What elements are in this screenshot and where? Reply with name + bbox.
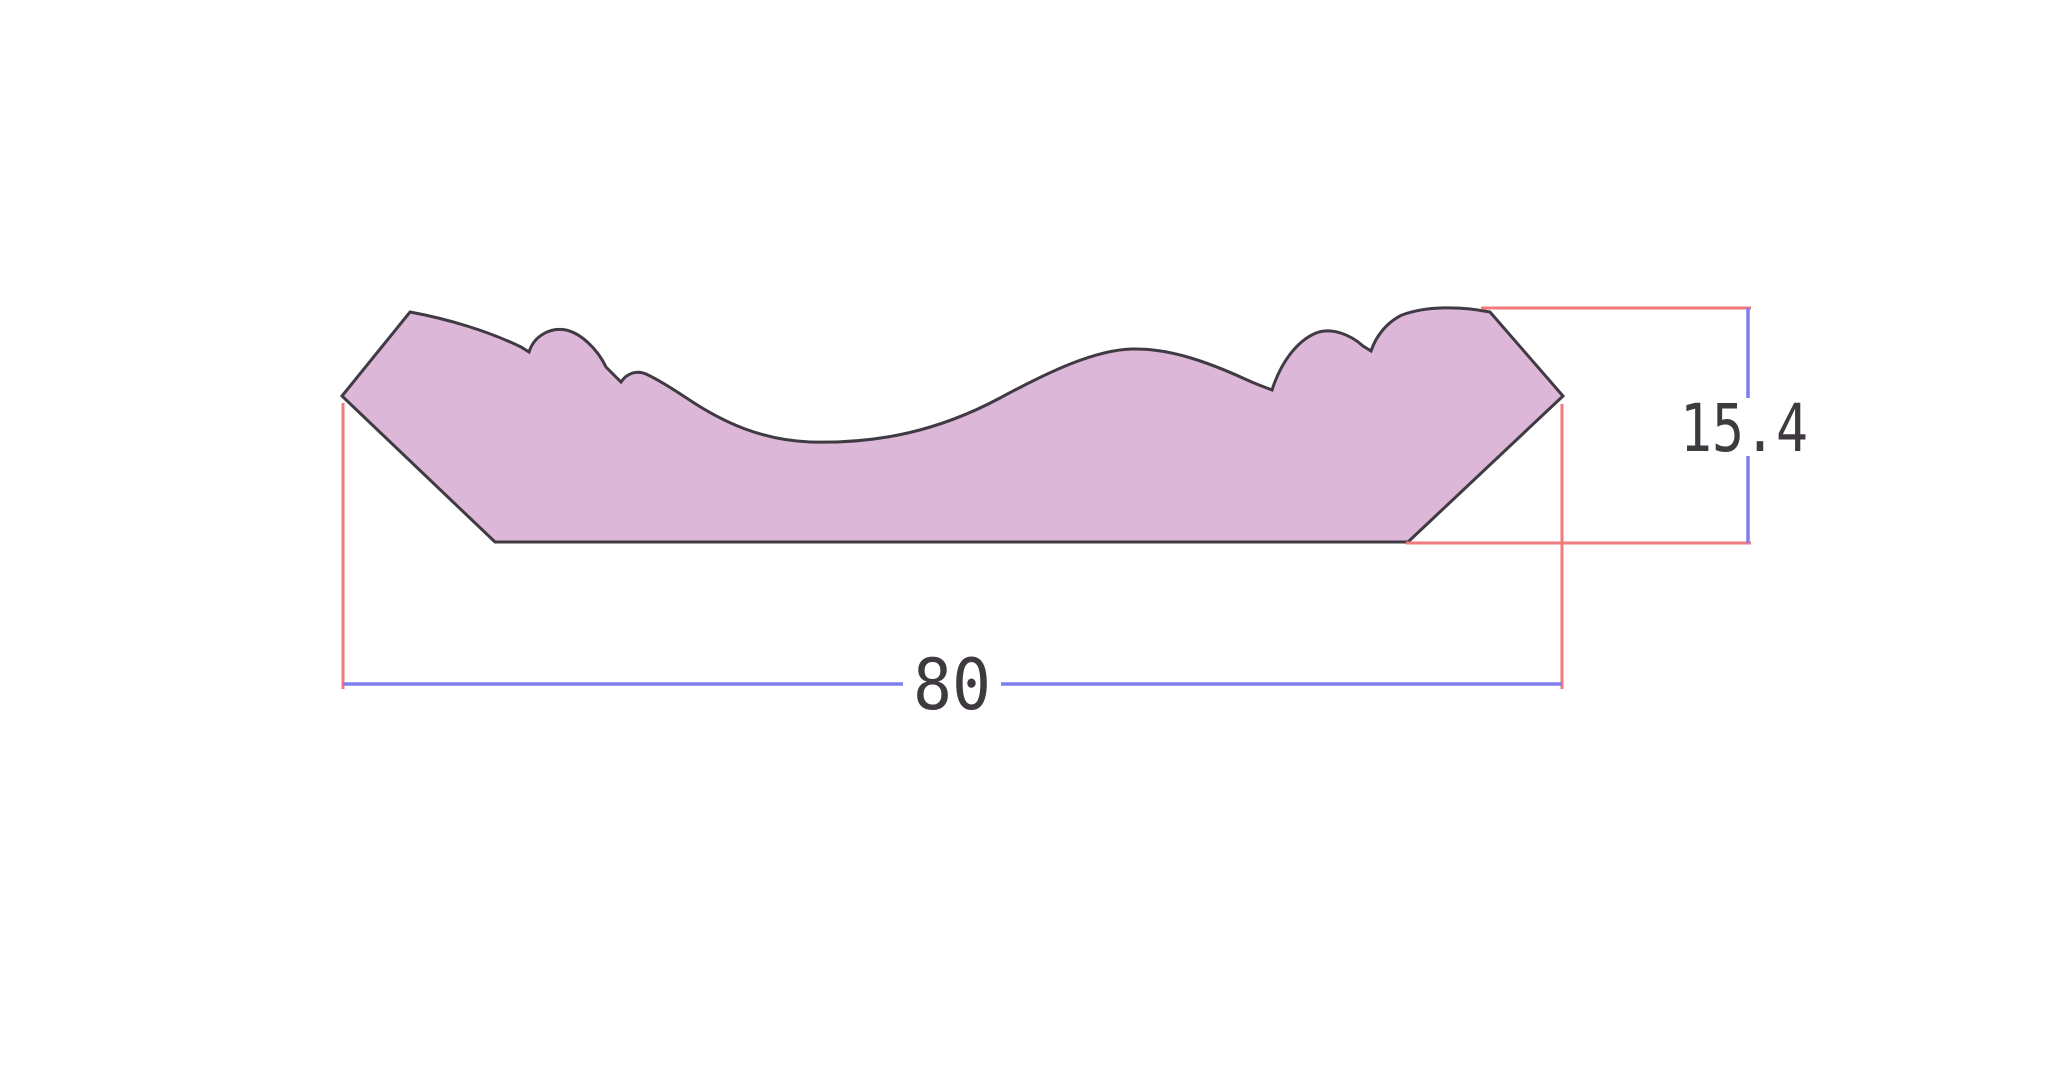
width-label-mask	[903, 652, 1001, 714]
width-dimension-label: 80	[913, 644, 991, 726]
molding-profile-shape	[339, 306, 1566, 544]
height-dimension-label: 15.4	[1680, 390, 1808, 467]
height-label-mask	[1674, 398, 1814, 456]
